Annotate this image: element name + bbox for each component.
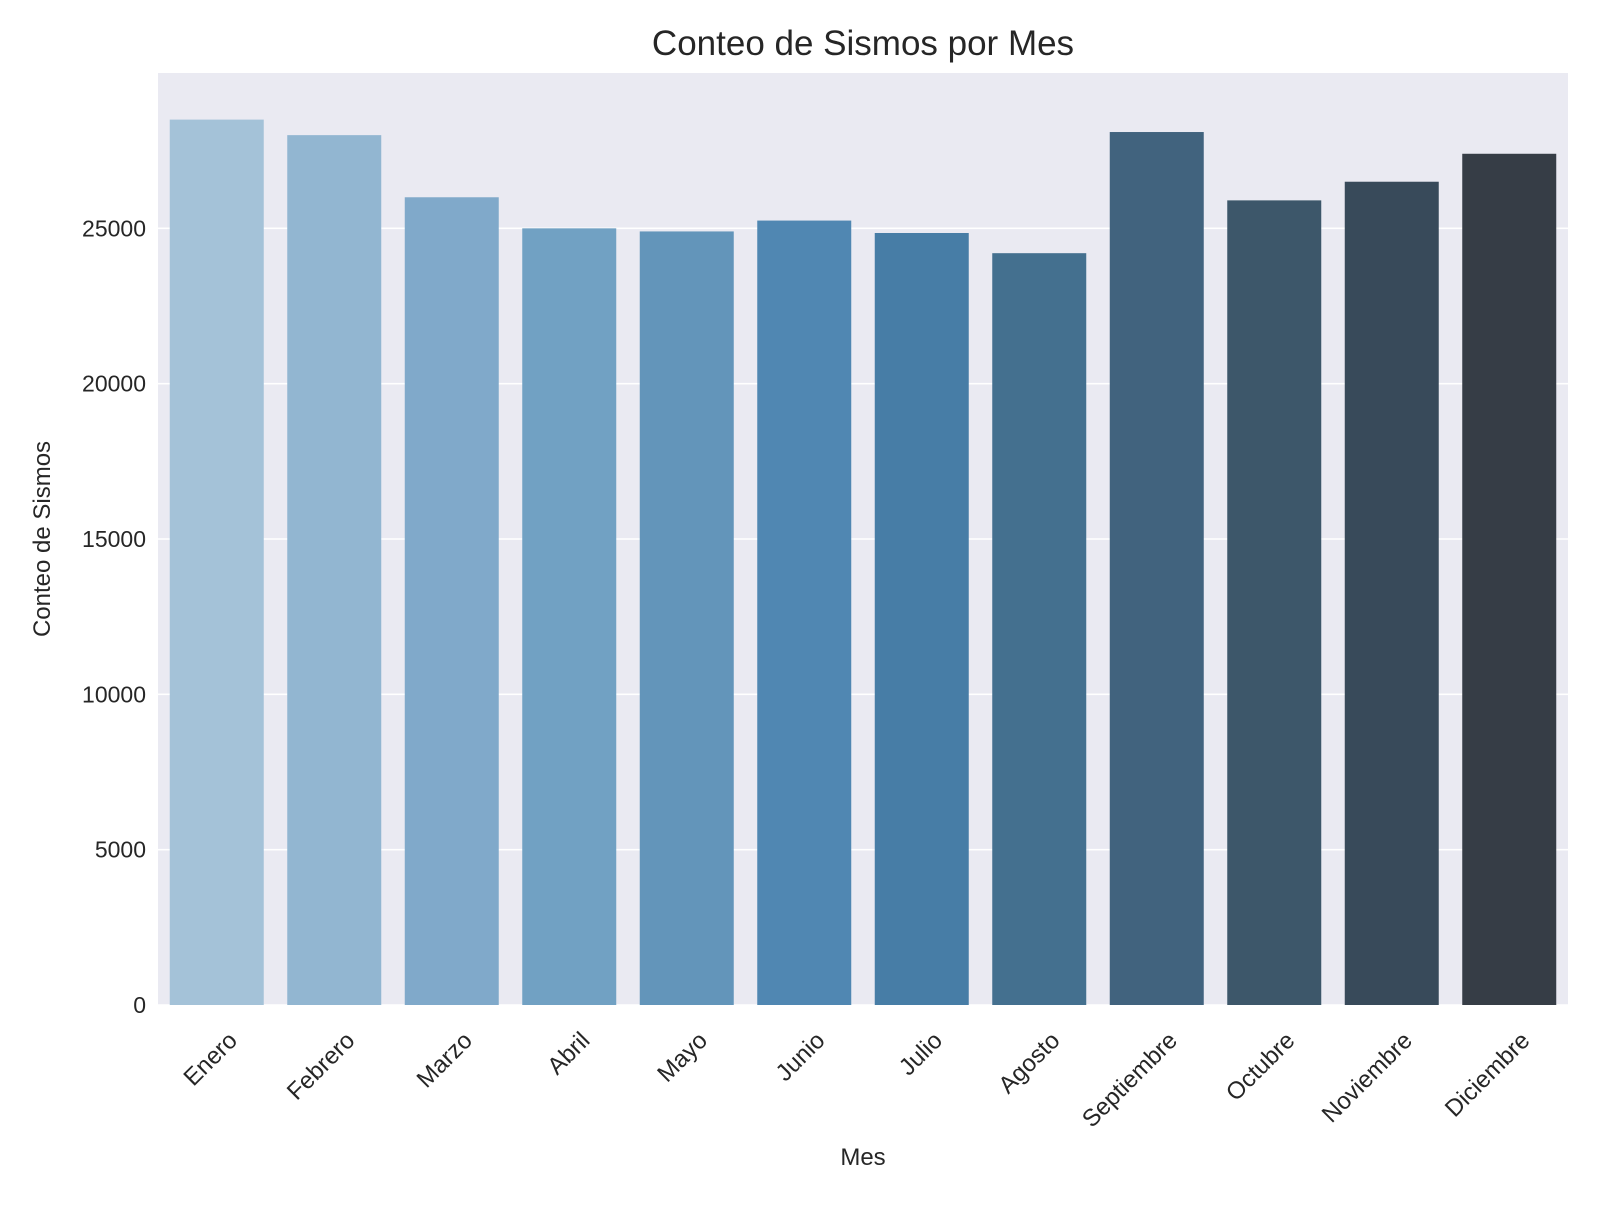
x-tick-label: Septiembre xyxy=(1077,1027,1183,1133)
x-tick-label: Octubre xyxy=(1221,1027,1300,1106)
x-tick-label: Diciembre xyxy=(1440,1027,1535,1122)
x-tick-label: Marzo xyxy=(412,1027,478,1093)
bar-junio xyxy=(757,220,852,1006)
bar-enero xyxy=(169,119,264,1006)
gridlines xyxy=(158,227,1568,1006)
x-tick-label: Enero xyxy=(178,1027,242,1091)
x-tick-label: Noviembre xyxy=(1317,1027,1418,1128)
bar-febrero xyxy=(287,135,382,1006)
x-tick-labels: Enero Febrero Marzo Abril Mayo Junio Julio Agos… xyxy=(178,1027,1535,1133)
x-tick-label: Agosto xyxy=(993,1027,1065,1099)
x-tick-label: Junio xyxy=(771,1027,831,1087)
bars xyxy=(169,119,1557,1006)
bar-julio xyxy=(874,232,969,1005)
bar-diciembre xyxy=(1462,153,1557,1006)
y-tick-labels: 0 5000 10000 15000 20000 25000 xyxy=(82,215,146,1018)
x-tick-label: Febrero xyxy=(282,1027,361,1106)
bar-noviembre xyxy=(1344,181,1439,1005)
y-axis-label: Conteo de Sismos xyxy=(29,441,56,637)
y-tick-label: 20000 xyxy=(82,371,146,397)
x-tick-label: Julio xyxy=(894,1027,948,1081)
bar-mayo xyxy=(639,231,734,1005)
x-axis-label: Mes xyxy=(840,1144,885,1171)
y-tick-label: 25000 xyxy=(82,215,146,241)
x-tick-label: Abril xyxy=(542,1027,595,1080)
y-tick-label: 10000 xyxy=(82,681,146,707)
bar-septiembre xyxy=(1109,132,1204,1005)
bar-agosto xyxy=(992,253,1087,1006)
x-tick-label: Mayo xyxy=(652,1027,713,1088)
y-tick-label: 0 xyxy=(133,992,146,1018)
y-tick-label: 15000 xyxy=(82,526,146,552)
y-tick-label: 5000 xyxy=(95,837,146,863)
chart-title: Conteo de Sismos por Mes xyxy=(652,24,1074,63)
bar-octubre xyxy=(1227,200,1322,1005)
bar-marzo xyxy=(404,197,499,1005)
bar-abril xyxy=(522,228,617,1006)
